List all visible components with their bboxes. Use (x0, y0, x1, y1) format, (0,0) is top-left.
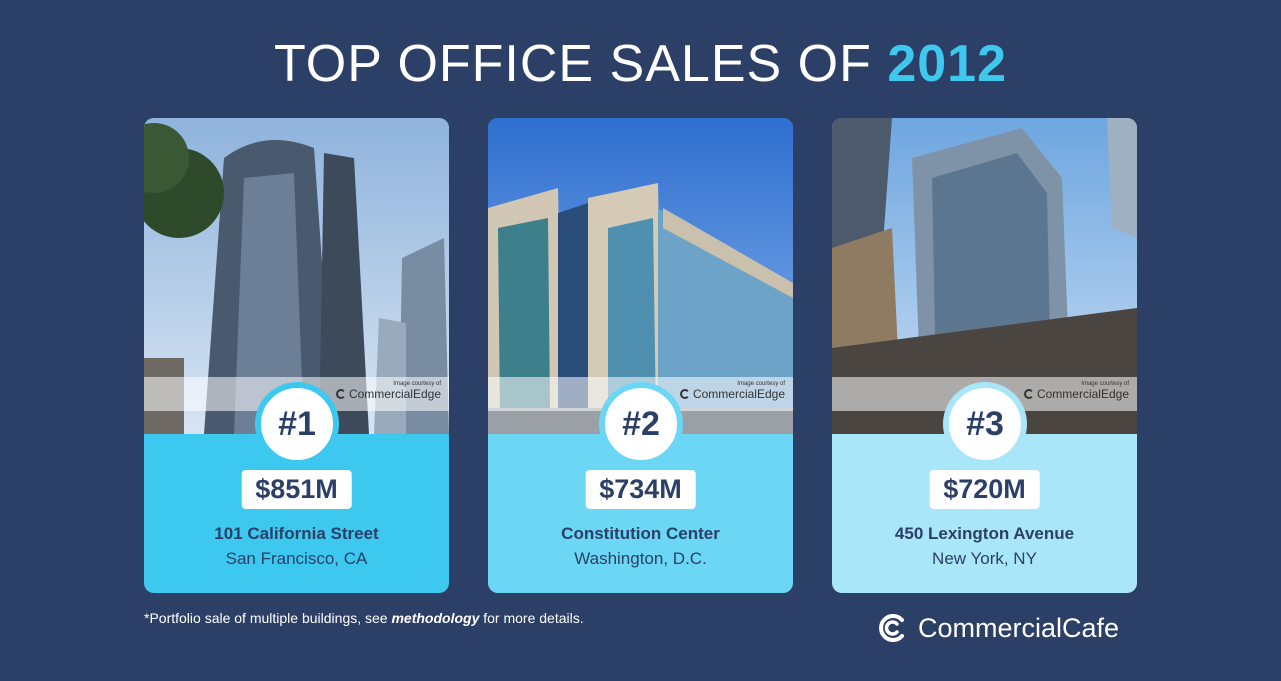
footnote-text-end: for more details. (479, 610, 584, 626)
brand-logo: CommercialCafe (876, 612, 1119, 644)
rank-label: #2 (622, 404, 660, 443)
sale-price: $720M (929, 470, 1040, 509)
sale-price: $851M (241, 470, 352, 509)
sale-price: $734M (585, 470, 696, 509)
title-main: TOP OFFICE SALES OF (273, 35, 888, 93)
commercialedge-logo-icon (679, 389, 690, 399)
building-location: San Francisco, CA (225, 549, 368, 568)
commercialedge-logo-icon (1023, 389, 1034, 399)
methodology-link[interactable]: methodology (391, 610, 480, 626)
sale-card-3: Image courtesy of CommercialEdge #3 $720… (832, 118, 1137, 593)
courtesy-brand: CommercialEdge (348, 387, 441, 401)
courtesy-label: Image courtesy of (737, 381, 785, 387)
rank-label: #3 (966, 404, 1004, 443)
page-title: TOP OFFICE SALES OF 2012 (0, 34, 1281, 94)
building-name: Constitution Center (561, 524, 720, 543)
title-year: 2012 (887, 35, 1007, 93)
footnote-text: *Portfolio sale of multiple buildings, s… (144, 610, 392, 626)
commercialedge-logo-icon (335, 389, 346, 399)
rank-badge: #1 (255, 382, 339, 466)
courtesy-label: Image courtesy of (393, 381, 441, 387)
courtesy-brand: CommercialEdge (1036, 387, 1129, 401)
building-location: New York, NY (932, 549, 1037, 568)
sale-card-1: Image courtesy of CommercialEdge #1 $851… (144, 118, 449, 593)
courtesy-label: Image courtesy of (1081, 381, 1129, 387)
brand-name: CommercialCafe (918, 612, 1120, 643)
building-name: 450 Lexington Avenue (894, 524, 1075, 543)
rank-badge: #2 (599, 382, 683, 466)
sale-card-2: Image courtesy of CommercialEdge #2 $734… (488, 118, 793, 593)
footnote: *Portfolio sale of multiple buildings, s… (144, 610, 584, 626)
commercialcafe-logo-icon (876, 612, 908, 644)
building-location: Washington, D.C. (574, 549, 707, 568)
rank-badge: #3 (943, 382, 1027, 466)
building-name: 101 California Street (214, 524, 379, 543)
courtesy-brand: CommercialEdge (692, 387, 785, 401)
rank-label: #1 (278, 404, 316, 443)
